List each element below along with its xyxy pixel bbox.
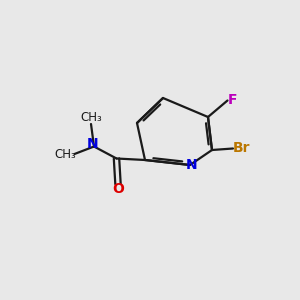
Text: Br: Br <box>233 142 250 155</box>
Text: CH₃: CH₃ <box>55 148 76 160</box>
Text: CH₃: CH₃ <box>80 111 102 124</box>
Text: N: N <box>186 158 197 172</box>
Text: N: N <box>87 137 98 151</box>
Text: F: F <box>228 93 238 107</box>
Text: O: O <box>112 182 124 197</box>
